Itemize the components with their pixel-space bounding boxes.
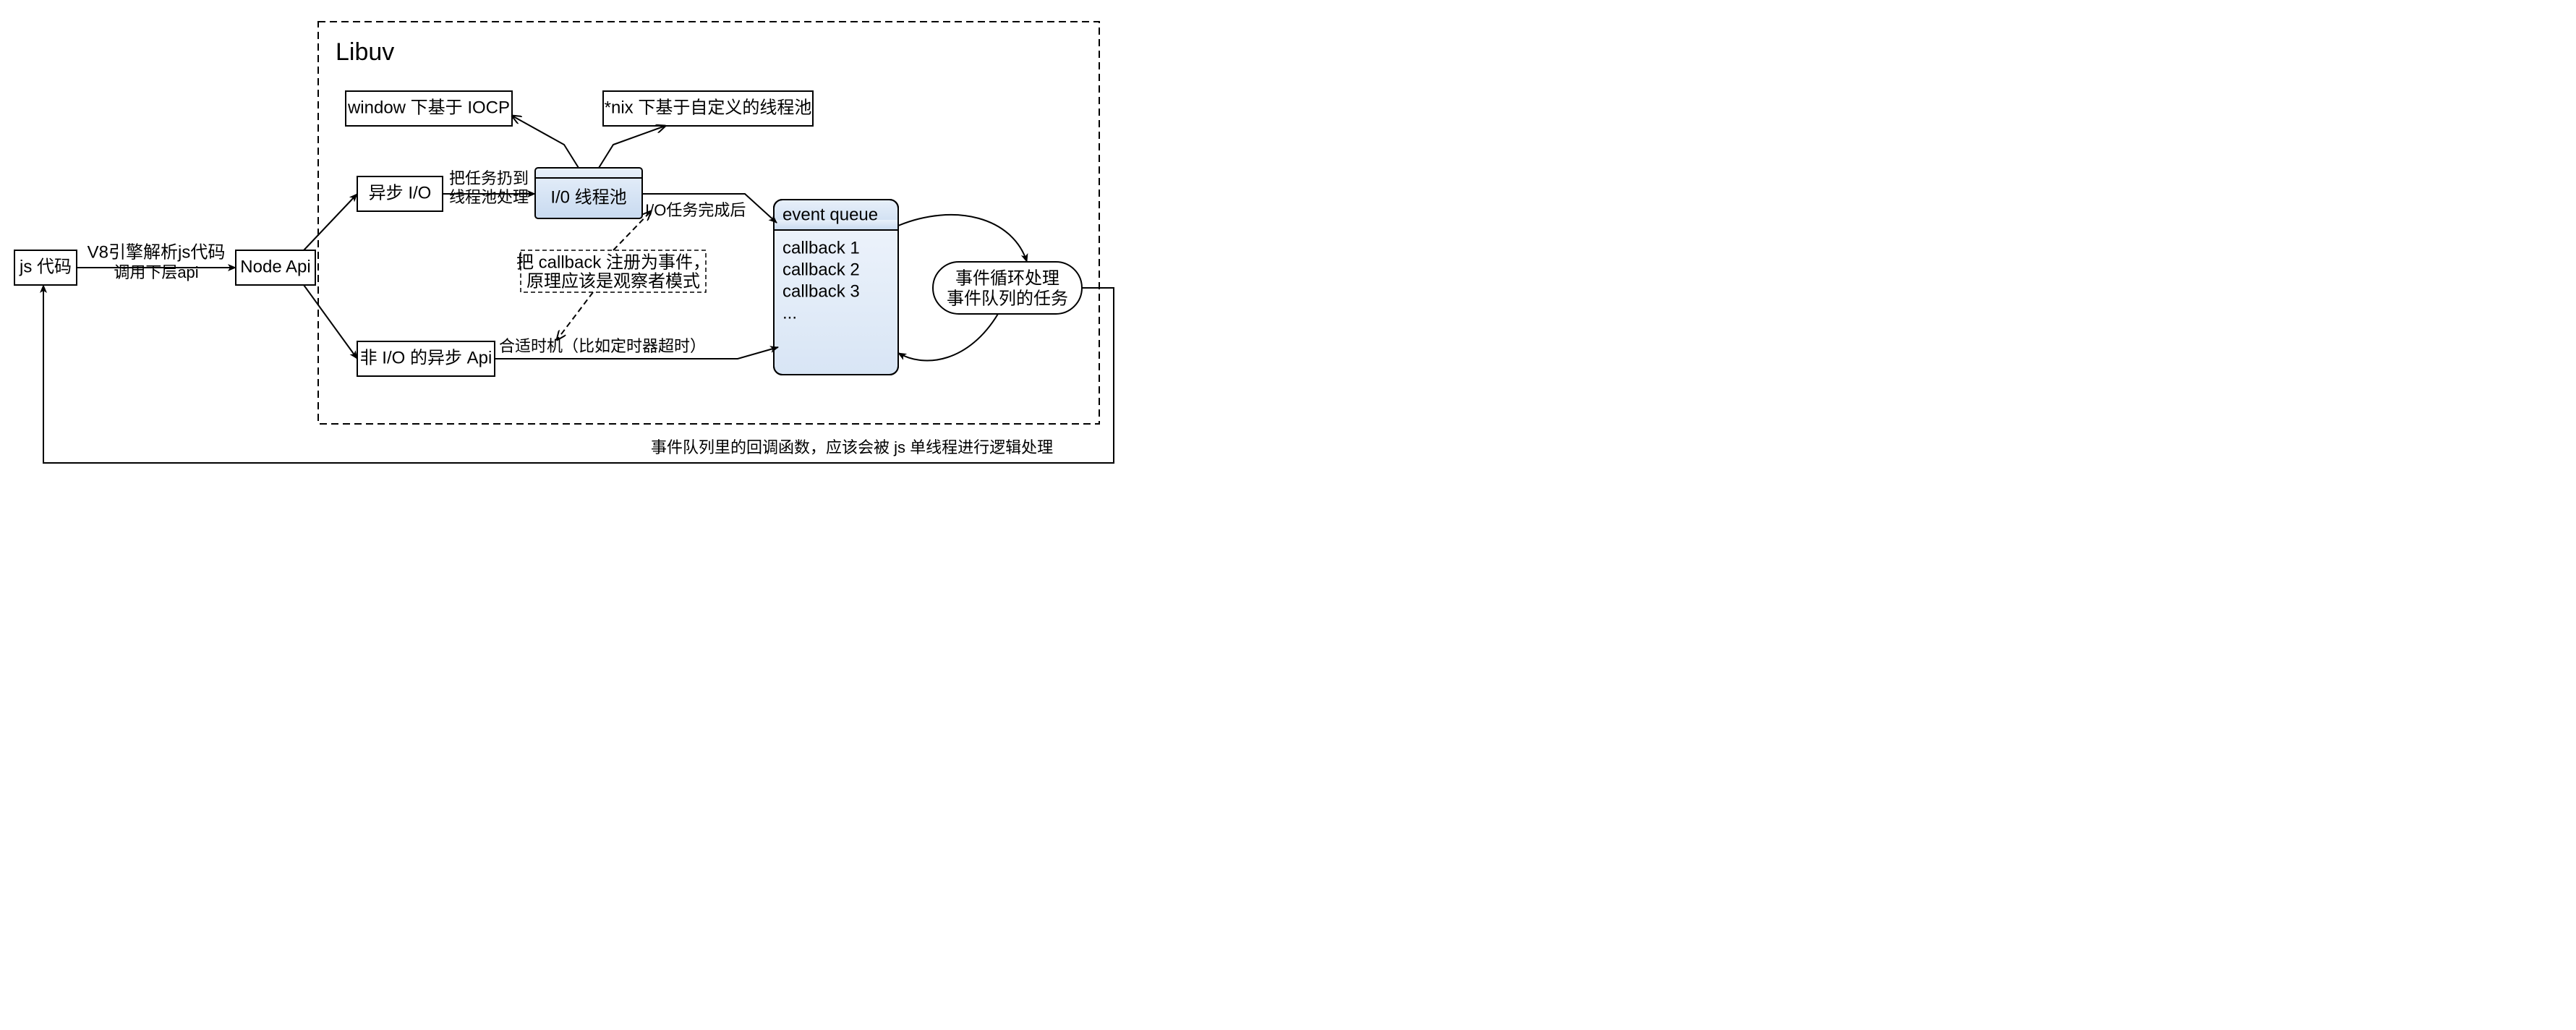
node-iocp-label: window 下基于 IOCP [347,98,510,117]
event-queue-item-0: callback 1 [782,238,860,258]
libuv-title: Libuv [336,38,394,66]
edge-queue-to-loop [898,215,1027,262]
node-api-label: Node Api [240,257,310,276]
edge-note-down [557,292,593,340]
edge-pool-to-iocp [512,116,579,168]
event-loop-line1: 事件循环处理 [955,268,1059,288]
node-async-io-label: 异步 I/O [369,183,432,203]
node-io-pool-label: I/0 线程池 [550,187,626,207]
event-queue-header-label: event queue [782,205,878,224]
edge-async-to-pool-label1: 把任务扔到 [449,169,529,187]
edge-node-to-async [304,194,357,250]
edge-async-to-pool-label2: 线程池处理 [449,188,529,206]
edge-pool-to-nix [599,126,665,168]
callback-note-line1: 把 callback 注册为事件， [516,252,710,272]
edge-loop-to-queue [898,314,998,361]
edge-js-to-node-label1: V8引擎解析js代码 [88,242,226,262]
edge-nonio-to-queue-label: 合适时机（比如定时器超时） [499,337,706,355]
node-nix-pool-label: *nix 下基于自定义的线程池 [605,98,812,117]
edge-js-to-node-label2: 调用下层api [114,263,198,281]
event-loop-line2: 事件队列的任务 [947,289,1068,308]
node-js-code-label: js 代码 [19,257,72,276]
edge-node-to-nonio [304,285,357,359]
event-queue-item-2: callback 3 [782,281,860,301]
event-queue-item-3: ... [782,303,797,323]
callback-note-line2: 原理应该是观察者模式 [526,271,700,291]
event-queue-item-1: callback 2 [782,260,860,279]
edge-loop-to-js-label: 事件队列里的回调函数，应该会被 js 单线程进行逻辑处理 [651,438,1053,456]
node-non-io-api-label: 非 I/O 的异步 Api [360,348,492,367]
diagram-canvas: Libuv js 代码 Node Api 异步 I/O 非 I/O 的异步 Ap… [0,0,1288,515]
edge-pool-to-queue-label: I/O任务完成后 [645,201,746,219]
